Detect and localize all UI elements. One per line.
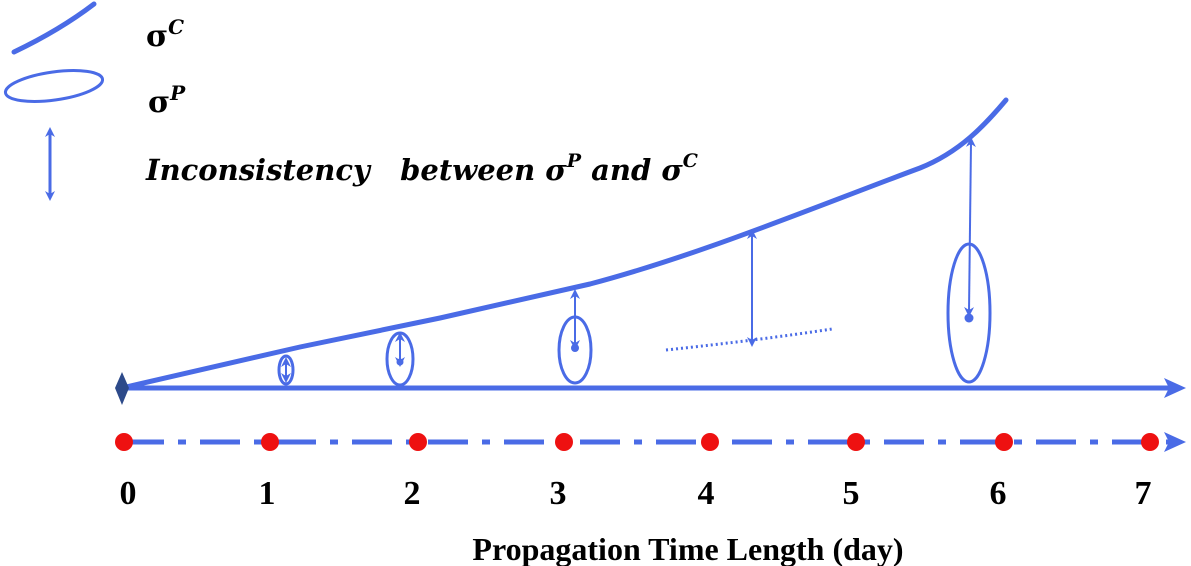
tick-label-0: 0 [120, 475, 137, 512]
time-marker-1 [261, 433, 279, 451]
ellipse-day-1 [277, 354, 295, 386]
time-marker-6 [995, 433, 1013, 451]
time-marker-3 [555, 433, 573, 451]
time-marker-4 [701, 433, 719, 451]
sigma-c-curve [123, 97, 1009, 390]
time-marker-0 [115, 433, 133, 451]
ellipse-day-3 [557, 289, 593, 385]
tick-label-1: 1 [259, 475, 276, 512]
legend-ellipse-icon [3, 69, 105, 103]
tick-label-5: 5 [843, 475, 860, 512]
dotted-sigma-p-trend [665, 327, 833, 352]
tick-label-4: 4 [698, 475, 715, 512]
time-markers [115, 433, 1159, 451]
legend: σC σP Inconsistency between σP and σC [3, 1, 698, 201]
legend-inconsistency-label: Inconsistency between σP and σC [145, 150, 698, 187]
tick-label-6: 6 [990, 475, 1007, 512]
legend-sigma-c: σC [146, 15, 184, 54]
axis-title: Propagation Time Length (day) [472, 531, 903, 566]
origin-diamond [115, 372, 129, 405]
tick-labels: 0 1 2 3 4 5 6 7 [120, 475, 1152, 512]
inconsistency-day-4 [665, 229, 833, 352]
tick-label-3: 3 [550, 475, 567, 512]
tick-label-2: 2 [404, 475, 421, 512]
time-marker-7 [1141, 433, 1159, 451]
legend-curve-icon [11, 1, 97, 55]
legend-sigma-p: σP [148, 81, 186, 120]
time-marker-5 [847, 433, 865, 451]
ellipse-day-6 [946, 137, 992, 384]
tick-label-7: 7 [1135, 475, 1152, 512]
time-marker-2 [409, 433, 427, 451]
ellipse-day-2 [385, 331, 415, 387]
